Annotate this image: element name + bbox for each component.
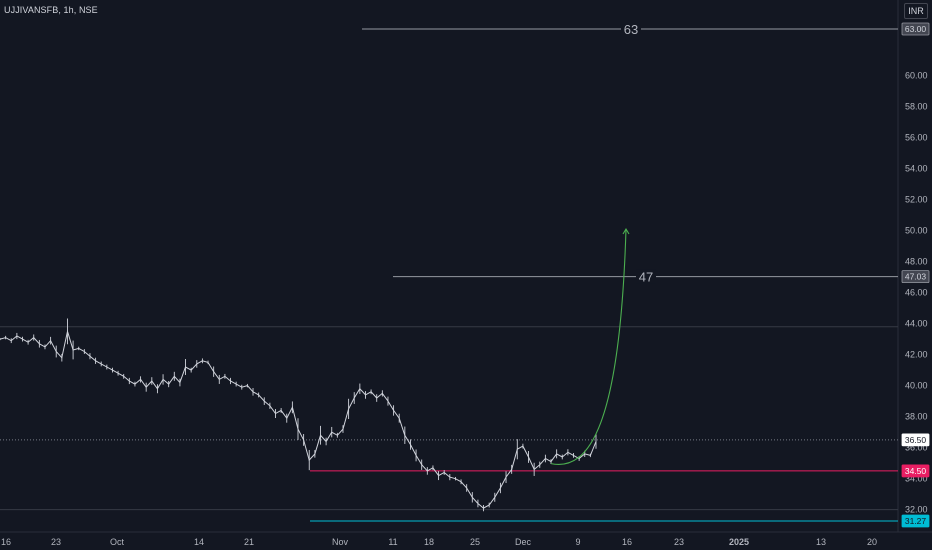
projection-curve [550, 229, 627, 465]
x-tick-label: 25 [470, 537, 480, 547]
x-tick-label: 18 [424, 537, 434, 547]
line-label: 63 [624, 22, 638, 37]
price-badge-label: 63.00 [905, 24, 927, 34]
x-tick-label: 23 [674, 537, 684, 547]
x-tick-label: 13 [816, 537, 826, 547]
line-label-bg [636, 269, 656, 284]
y-tick-label: 60.00 [905, 71, 928, 81]
projection-arrowhead [622, 227, 630, 235]
y-tick-label: 40.00 [905, 381, 928, 391]
y-tick-label: 36.00 [905, 443, 928, 453]
x-tick-label: 16 [1, 537, 11, 547]
y-tick-label: 52.00 [905, 195, 928, 205]
price-badge [901, 433, 930, 447]
x-tick-label: 23 [51, 537, 61, 547]
y-tick-label: 46.00 [905, 288, 928, 298]
y-tick-label: 38.00 [905, 412, 928, 422]
price-badge [901, 464, 930, 478]
x-tick-label: 20 [867, 537, 877, 547]
price-badge-label: 31.27 [905, 516, 927, 526]
x-tick-label: Oct [110, 537, 125, 547]
line-label-bg [621, 22, 641, 36]
y-tick-label: 48.00 [905, 257, 928, 267]
price-badge [901, 270, 930, 284]
price-badge-label: 34.50 [905, 466, 927, 476]
y-tick-label: 56.00 [905, 133, 928, 143]
x-tick-label: 16 [622, 537, 632, 547]
y-tick-label: 54.00 [905, 164, 928, 174]
y-tick-label: 44.00 [905, 319, 928, 329]
y-tick-label: 58.00 [905, 102, 928, 112]
x-tick-label: Nov [332, 537, 349, 547]
symbol-title: UJJIVANSFB, 1h, NSE [4, 5, 98, 15]
price-badge [901, 514, 930, 528]
line-label: 47 [639, 270, 653, 285]
currency-button[interactable]: INR [904, 3, 928, 19]
price-badge [901, 22, 930, 36]
y-tick-label: 32.00 [905, 505, 928, 515]
x-tick-label: 11 [388, 537, 397, 547]
price-badge-label: 36.50 [905, 435, 927, 445]
x-tick-label: 2025 [729, 537, 749, 547]
x-tick-label: 21 [244, 537, 254, 547]
price-series [0, 318, 597, 512]
y-tick-label: 34.00 [905, 474, 928, 484]
x-tick-label: 14 [194, 537, 204, 547]
x-tick-label: 9 [575, 537, 580, 547]
y-tick-label: 42.00 [905, 350, 928, 360]
price-badge-label: 47.03 [905, 272, 927, 282]
y-tick-label: 50.00 [905, 226, 928, 236]
x-tick-label: Dec [515, 537, 532, 547]
